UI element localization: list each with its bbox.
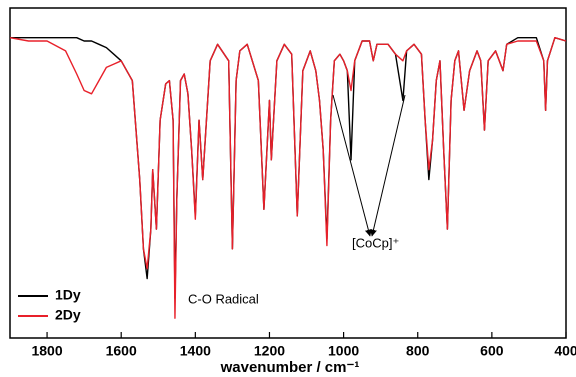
plot-frame [9,7,567,339]
legend-label: 2Dy [55,307,81,323]
x-tick-label: 1000 [328,343,359,359]
annotation: [CoCp]⁺ [352,235,399,250]
arrow [332,94,372,237]
annotation: C-O Radical [188,291,259,306]
x-tick-label: 800 [406,343,430,359]
x-axis-label: wavenumber / cm⁻¹ [220,359,360,376]
x-tick-label: 400 [554,343,576,359]
lines [9,37,567,319]
series-line [9,37,567,319]
legend-label: 1Dy [55,287,81,303]
x-tick-label: 600 [480,343,504,359]
x-tick-label: 1600 [106,343,137,359]
series-line [10,37,567,300]
x-tick-label: 1800 [31,343,62,359]
x-tick-label: 1200 [254,343,285,359]
x-tick-label: 1400 [180,343,211,359]
arrow [370,94,406,237]
